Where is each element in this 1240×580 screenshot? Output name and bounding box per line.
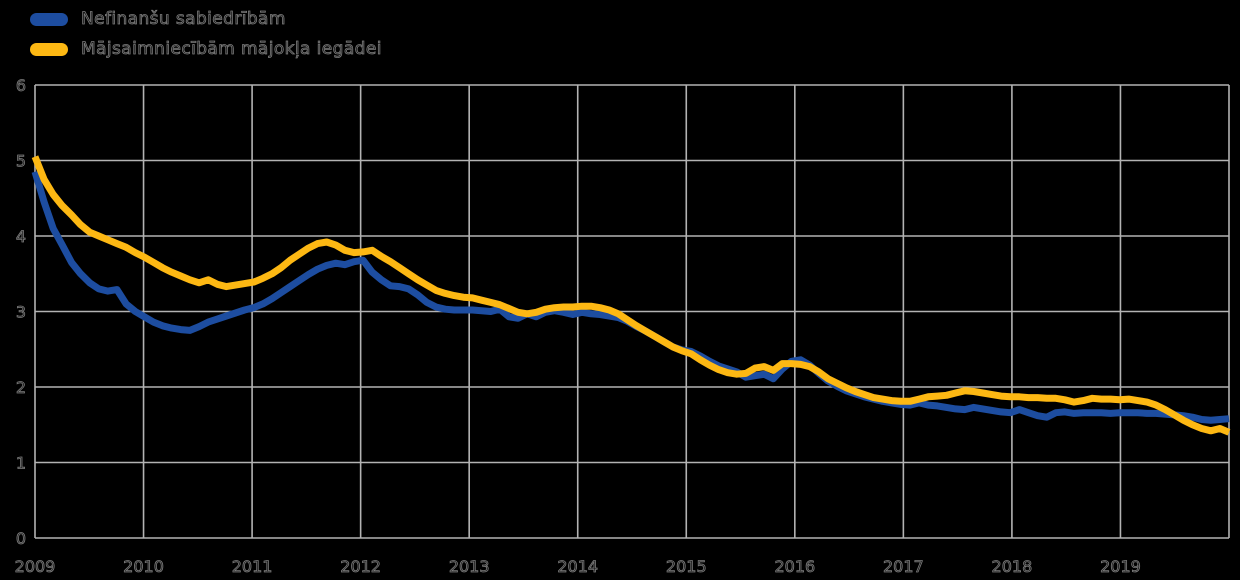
- y-tick-label-0: 0: [16, 529, 26, 548]
- x-tick-label-2012: 2012: [340, 557, 381, 576]
- x-tick-label-2011: 2011: [232, 557, 273, 576]
- series-line-households-house-purchase: [31, 155, 1231, 436]
- y-tick-label-1: 1: [16, 454, 26, 473]
- legend-item-nonfinancial-corporations: Nefinanšu sabiedrībām: [30, 5, 382, 33]
- legend-swatch-yellow: [30, 42, 68, 56]
- legend-label-households-house-purchase: Mājsaimniecībām mājokļa iegādei: [81, 39, 382, 60]
- x-tick-label-2017: 2017: [883, 557, 924, 576]
- y-tick-label-2: 2: [16, 378, 26, 397]
- y-tick-label-5: 5: [16, 152, 26, 171]
- series-line-nonfinancial-corporations: [31, 170, 1230, 424]
- x-tick-label-2019: 2019: [1100, 557, 1141, 576]
- y-tick-label-3: 3: [16, 303, 26, 322]
- x-tick-label-2013: 2013: [449, 557, 490, 576]
- legend-swatch-blue: [30, 12, 68, 26]
- legend-item-households-house-purchase: Mājsaimniecībām mājokļa iegādei: [30, 35, 382, 63]
- legend: Nefinanšu sabiedrībām Mājsaimniecībām mā…: [30, 5, 382, 63]
- x-tick-label-2018: 2018: [992, 557, 1033, 576]
- y-tick-label-6: 6: [16, 76, 26, 95]
- x-tick-label-2010: 2010: [123, 557, 164, 576]
- x-tick-label-2009: 2009: [15, 557, 56, 576]
- x-tick-label-2015: 2015: [666, 557, 707, 576]
- legend-label-nonfinancial-corporations: Nefinanšu sabiedrībām: [81, 9, 286, 30]
- x-tick-label-2014: 2014: [557, 557, 598, 576]
- x-tick-label-2016: 2016: [774, 557, 815, 576]
- y-tick-label-4: 4: [16, 227, 26, 246]
